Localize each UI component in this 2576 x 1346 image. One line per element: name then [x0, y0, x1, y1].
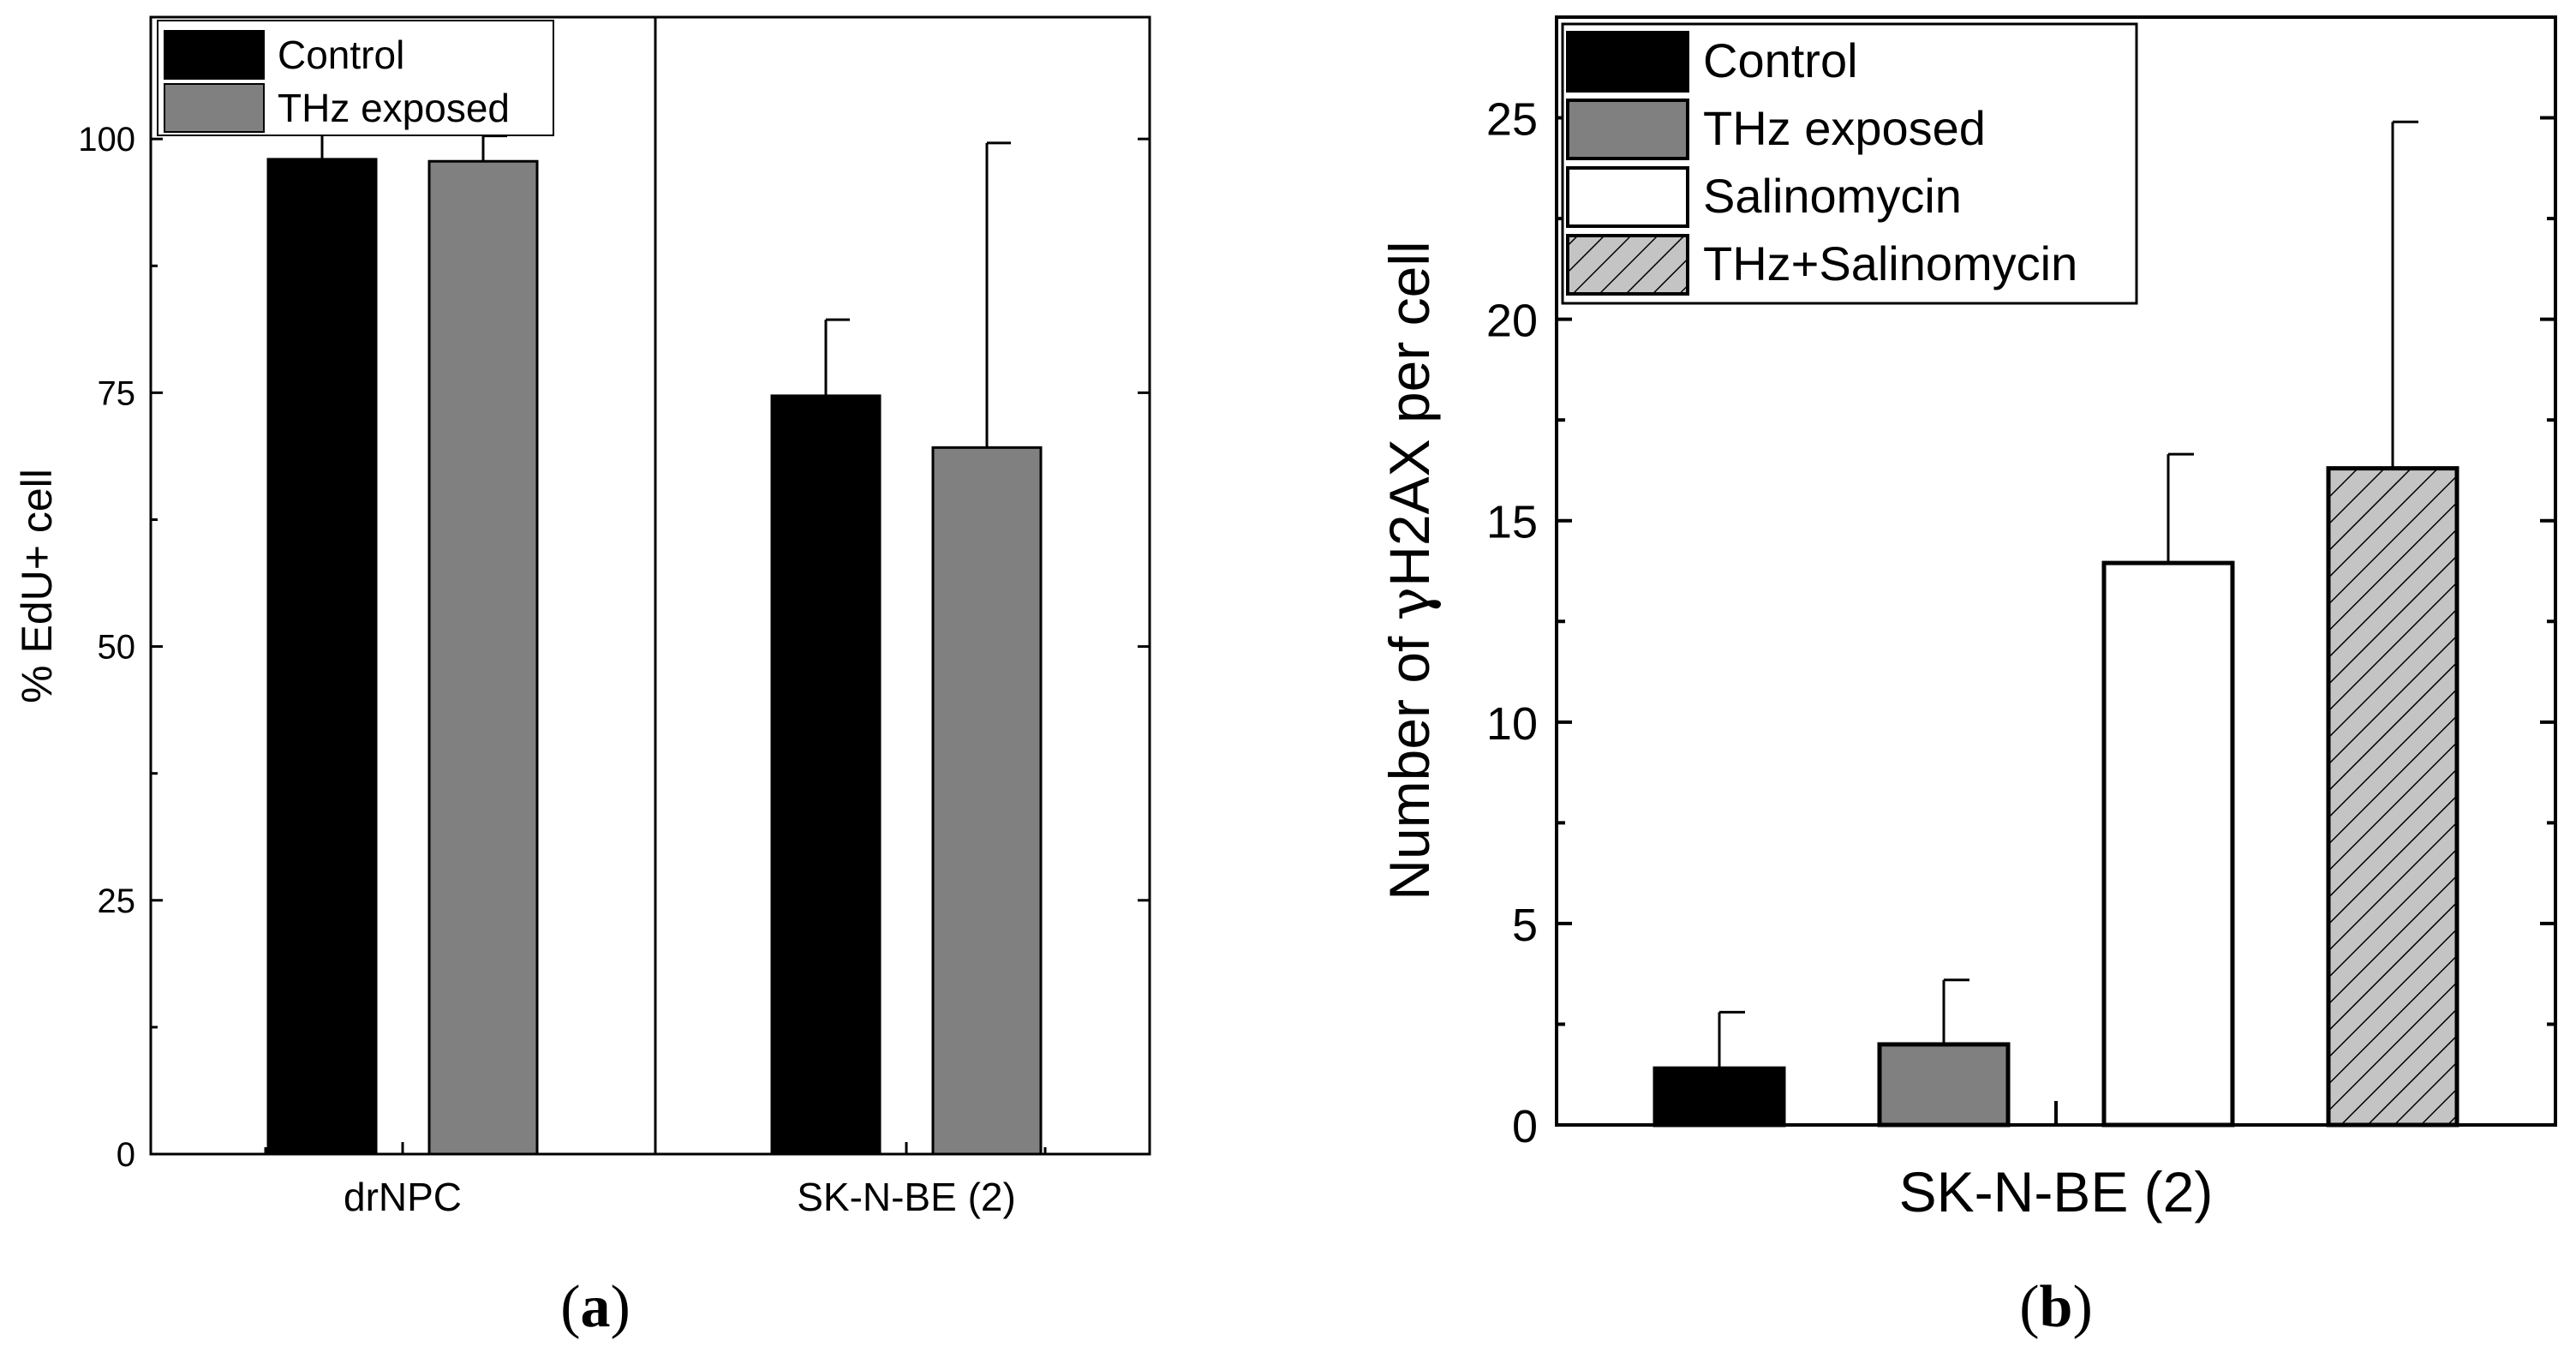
y-tick-label-b: 0	[1512, 1101, 1538, 1152]
x-axis-ticks-a: drNPC SK-N-BE (2)	[264, 1142, 1047, 1219]
legend-swatch-b	[1566, 31, 1689, 93]
bar-b	[2326, 466, 2459, 1128]
bar-b	[2101, 560, 2235, 1128]
legend-label-a: Control	[278, 33, 404, 77]
panel-label-a: (a)	[560, 1274, 631, 1340]
panel-b: 0 5 10 15 20 25 Number of γH2AX per cell SK-N…	[1377, 15, 2557, 1340]
bar-a	[770, 394, 882, 1156]
x-tick-label-a: drNPC	[344, 1175, 462, 1219]
y-tick-label-a: 75	[98, 374, 136, 412]
y-tick-label-b: 10	[1486, 698, 1538, 750]
y-tick-label-a: 50	[98, 629, 136, 667]
legend-swatch-b	[1566, 234, 1689, 296]
error-bars-b	[1718, 120, 2418, 1069]
legend-label-b: Control	[1703, 33, 1858, 87]
y-tick-label-b: 15	[1486, 497, 1538, 548]
bars-b	[1653, 466, 2459, 1128]
legend-swatch-b	[1566, 99, 1689, 160]
y-tick-label-b: 25	[1486, 94, 1538, 146]
plot-frame-a	[149, 15, 1151, 1156]
legend-label-b: THz+Salinomycin	[1703, 236, 2077, 290]
legend-swatch-a	[164, 30, 265, 80]
y-tick-label-b: 20	[1486, 296, 1538, 347]
bar-a	[266, 158, 378, 1156]
legend-swatch-a	[164, 83, 265, 133]
y-axis-label-b: Number of γH2AX per cell	[1377, 241, 1443, 900]
legend-label-a: THz exposed	[278, 86, 510, 130]
bars-a	[266, 158, 1043, 1156]
panel-label-b: (b)	[2019, 1274, 2093, 1340]
bar-b	[1653, 1066, 1786, 1128]
bar-a	[427, 159, 539, 1156]
y-tick-label-b: 5	[1512, 900, 1538, 951]
legend-swatch-b	[1566, 166, 1689, 228]
bar-b	[1877, 1042, 2011, 1128]
error-bars-a	[320, 132, 1011, 448]
y-axis-ticks-a: 0 25 50 75 100	[78, 121, 1150, 1174]
bar-a	[931, 446, 1043, 1156]
legend-b: Control THz exposed Salinomycin THz+Salinom…	[1561, 22, 2138, 305]
x-axis-label-b: SK-N-BE (2)	[1899, 1160, 2214, 1223]
y-axis-label-a: % EdU+ cell	[13, 469, 61, 703]
legend-label-b: Salinomycin	[1703, 169, 1962, 223]
y-axis-ticks-b: 0 5 10 15 20 25	[1486, 94, 2555, 1152]
legend-label-b: THz exposed	[1703, 101, 1986, 155]
y-tick-label-a: 100	[78, 121, 135, 159]
legend-a: Control THz exposed	[157, 20, 554, 136]
y-tick-label-a: 25	[98, 882, 136, 920]
x-tick-label-a: SK-N-BE (2)	[797, 1175, 1016, 1219]
y-tick-label-a: 0	[117, 1136, 135, 1174]
